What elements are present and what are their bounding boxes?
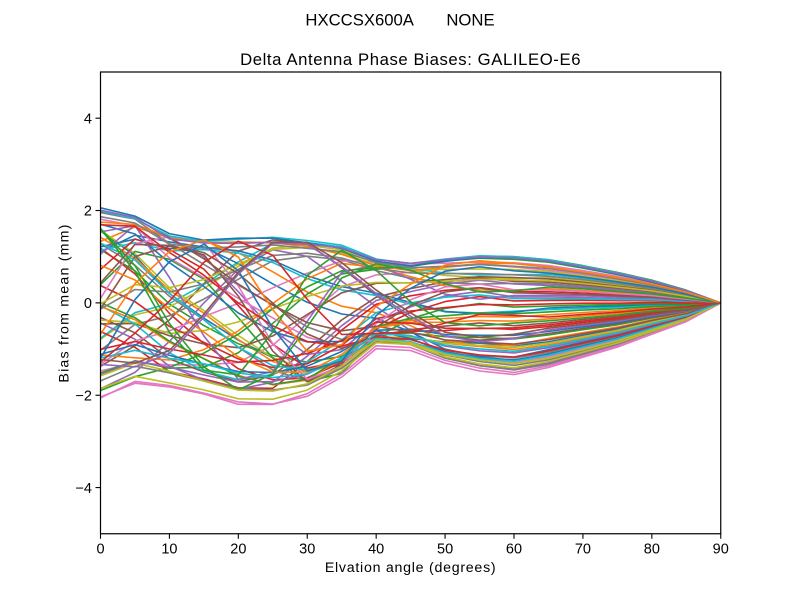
svg-text:80: 80 <box>644 541 660 557</box>
svg-text:4: 4 <box>84 111 92 127</box>
svg-text:0: 0 <box>84 296 92 312</box>
svg-text:10: 10 <box>161 541 177 557</box>
svg-text:2: 2 <box>84 204 92 220</box>
svg-text:Elvation angle (degrees): Elvation angle (degrees) <box>325 560 497 576</box>
svg-text:70: 70 <box>575 541 591 557</box>
svg-text:Bias from mean (mm): Bias from mean (mm) <box>57 223 73 382</box>
svg-text:40: 40 <box>368 541 384 557</box>
svg-text:50: 50 <box>437 541 453 557</box>
svg-text:−2: −2 <box>75 388 92 404</box>
svg-text:30: 30 <box>299 541 315 557</box>
svg-text:HXCCSX600A NONE: HXCCSX600A NONE <box>305 11 494 30</box>
svg-text:0: 0 <box>96 541 104 557</box>
svg-text:Delta Antenna Phase Biases: GA: Delta Antenna Phase Biases: GALILEO-E6 <box>240 50 581 69</box>
svg-text:20: 20 <box>230 541 246 557</box>
svg-text:60: 60 <box>506 541 522 557</box>
svg-text:90: 90 <box>713 541 729 557</box>
svg-text:−4: −4 <box>75 481 92 497</box>
